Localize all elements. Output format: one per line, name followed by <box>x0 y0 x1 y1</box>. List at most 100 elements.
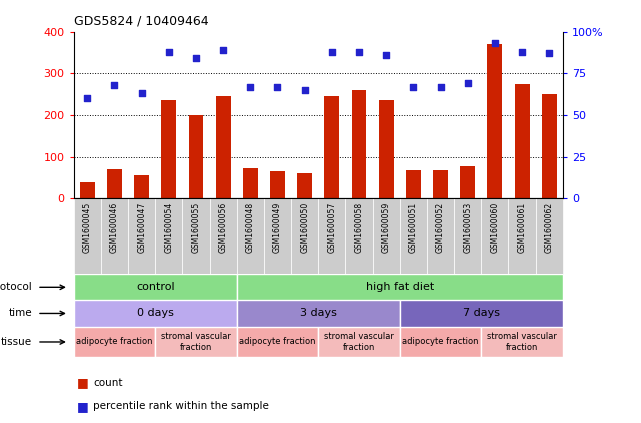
Text: GSM1600047: GSM1600047 <box>137 202 146 253</box>
Bar <box>237 274 563 300</box>
Bar <box>400 300 563 327</box>
Text: GSM1600050: GSM1600050 <box>300 202 309 253</box>
Text: tissue: tissue <box>1 337 32 347</box>
Bar <box>74 300 237 327</box>
Bar <box>536 198 563 274</box>
Bar <box>454 198 481 274</box>
Text: ■: ■ <box>77 376 88 389</box>
Point <box>299 87 310 93</box>
Bar <box>318 327 400 357</box>
Text: GSM1600061: GSM1600061 <box>517 202 526 253</box>
Bar <box>372 198 400 274</box>
Point <box>246 83 256 90</box>
Bar <box>74 198 101 274</box>
Text: control: control <box>136 282 174 292</box>
Text: protocol: protocol <box>0 282 32 292</box>
Text: GSM1600048: GSM1600048 <box>246 202 255 253</box>
Bar <box>101 198 128 274</box>
Text: GSM1600054: GSM1600054 <box>164 202 173 253</box>
Bar <box>270 171 285 198</box>
Bar <box>155 198 183 274</box>
Text: ■: ■ <box>77 400 88 412</box>
Bar <box>237 327 318 357</box>
Bar <box>188 115 203 198</box>
Point <box>408 83 419 90</box>
Point <box>435 83 445 90</box>
Bar <box>324 96 339 198</box>
Bar <box>318 198 345 274</box>
Text: GSM1600055: GSM1600055 <box>192 202 201 253</box>
Text: count: count <box>93 378 122 388</box>
Point <box>110 82 120 88</box>
Point <box>544 50 554 57</box>
Point <box>191 55 201 62</box>
Bar <box>215 96 231 198</box>
Text: GSM1600045: GSM1600045 <box>83 202 92 253</box>
Bar <box>155 327 237 357</box>
Point <box>463 80 473 87</box>
Text: stromal vascular
fraction: stromal vascular fraction <box>324 332 394 352</box>
Bar <box>400 327 481 357</box>
Point <box>82 95 92 102</box>
Bar <box>406 170 421 198</box>
Text: GSM1600051: GSM1600051 <box>409 202 418 253</box>
Bar <box>400 198 427 274</box>
Bar <box>162 100 176 198</box>
Text: percentile rank within the sample: percentile rank within the sample <box>93 401 269 411</box>
Text: 3 days: 3 days <box>300 308 337 319</box>
Point <box>272 83 283 90</box>
Bar <box>134 175 149 198</box>
Text: high fat diet: high fat diet <box>365 282 434 292</box>
Bar <box>542 94 556 198</box>
Text: GDS5824 / 10409464: GDS5824 / 10409464 <box>74 14 208 27</box>
Text: stromal vascular
fraction: stromal vascular fraction <box>487 332 557 352</box>
Bar <box>481 198 508 274</box>
Point <box>381 52 391 58</box>
Text: GSM1600049: GSM1600049 <box>273 202 282 253</box>
Bar <box>237 300 400 327</box>
Point <box>490 40 500 47</box>
Text: GSM1600052: GSM1600052 <box>436 202 445 253</box>
Bar <box>237 198 264 274</box>
Bar <box>433 170 448 198</box>
Bar <box>481 327 563 357</box>
Point <box>517 48 527 55</box>
Bar <box>515 84 529 198</box>
Bar <box>297 173 312 198</box>
Text: GSM1600058: GSM1600058 <box>354 202 363 253</box>
Point <box>137 90 147 97</box>
Point <box>163 48 174 55</box>
Text: GSM1600053: GSM1600053 <box>463 202 472 253</box>
Bar <box>74 274 237 300</box>
Bar <box>351 90 367 198</box>
Bar <box>243 168 258 198</box>
Text: 0 days: 0 days <box>137 308 174 319</box>
Bar <box>80 181 95 198</box>
Text: GSM1600059: GSM1600059 <box>381 202 390 253</box>
Text: GSM1600057: GSM1600057 <box>328 202 337 253</box>
Bar <box>183 198 210 274</box>
Bar <box>264 198 291 274</box>
Text: GSM1600056: GSM1600056 <box>219 202 228 253</box>
Bar <box>210 198 237 274</box>
Point <box>327 48 337 55</box>
Bar <box>107 169 122 198</box>
Point <box>218 47 228 53</box>
Bar <box>128 198 155 274</box>
Text: adipocyte fraction: adipocyte fraction <box>239 338 316 346</box>
Text: GSM1600062: GSM1600062 <box>545 202 554 253</box>
Text: GSM1600060: GSM1600060 <box>490 202 499 253</box>
Bar <box>508 198 536 274</box>
Text: GSM1600046: GSM1600046 <box>110 202 119 253</box>
Bar <box>345 198 372 274</box>
Bar <box>460 166 475 198</box>
Point <box>354 48 364 55</box>
Text: adipocyte fraction: adipocyte fraction <box>403 338 479 346</box>
Bar <box>427 198 454 274</box>
Text: adipocyte fraction: adipocyte fraction <box>76 338 153 346</box>
Bar <box>379 99 394 198</box>
Text: 7 days: 7 days <box>463 308 500 319</box>
Bar <box>291 198 319 274</box>
Bar <box>487 44 503 198</box>
Text: time: time <box>8 308 32 319</box>
